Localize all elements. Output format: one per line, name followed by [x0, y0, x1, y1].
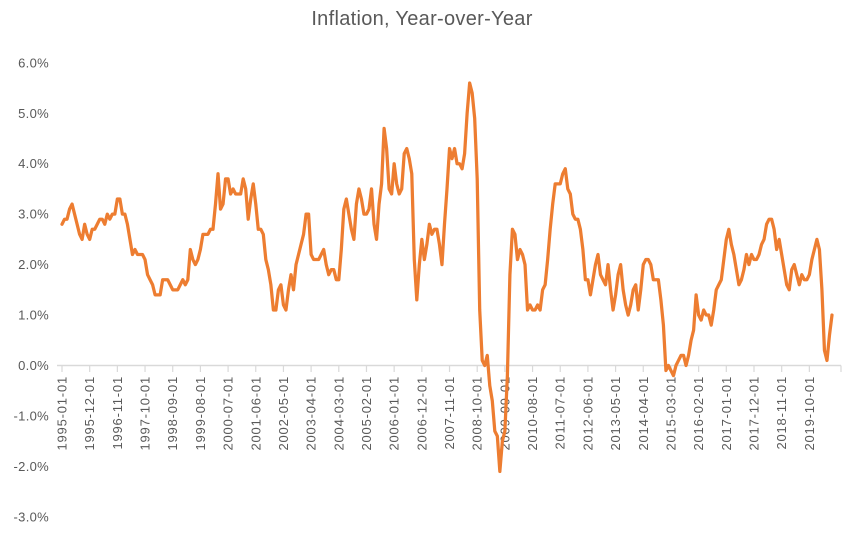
x-axis-tick-label: 1995-12-01: [82, 376, 97, 451]
inflation-line-series: [60, 81, 834, 474]
y-axis-tick-label: 2.0%: [18, 257, 49, 272]
chart-title: Inflation, Year-over-Year: [311, 8, 533, 30]
x-axis-tick-label: 2010-08-01: [525, 376, 540, 451]
x-axis-tick-label: 2001-06-01: [248, 376, 263, 451]
x-axis-tick-label: 1997-10-01: [138, 376, 153, 451]
x-axis-tick-label: 2006-12-01: [414, 376, 429, 451]
x-axis-tick-label: 2017-12-01: [746, 376, 761, 451]
y-axis-tick-label: -3.0%: [14, 509, 50, 524]
x-axis-tick-label: 2016-02-01: [691, 376, 706, 451]
x-axis-tick-label: 2011-07-01: [553, 376, 568, 450]
x-axis-tick-label: 2014-04-01: [636, 376, 651, 451]
y-axis-tick-label: 5.0%: [18, 106, 49, 121]
y-axis-labels: 6.0% 5.0% 4.0% 3.0% 2.0% 1.0% 0.0% -1.0% -2.0% -3…: [14, 55, 50, 524]
x-axis-tick-label: 2019-10-01: [802, 376, 817, 451]
x-axis-tick-label: 2004-03-01: [331, 376, 346, 451]
x-axis-tick-label: 1995-01-01: [55, 376, 70, 451]
x-axis-tick-label: 2002-05-01: [276, 376, 291, 451]
y-axis-tick-label: 0.0%: [18, 358, 49, 373]
x-axis-tick-label: 2003-04-01: [304, 376, 319, 451]
y-axis-tick-label: -1.0%: [14, 408, 50, 423]
x-axis-tick-label: 1999-08-01: [193, 376, 208, 451]
x-axis-tick-label: 1998-09-01: [165, 376, 180, 451]
x-axis-tick-label: 1996-11-01: [110, 376, 125, 450]
x-axis-tick-label: 2000-07-01: [221, 376, 236, 451]
x-axis-tick-label: 2017-01-01: [719, 376, 734, 451]
y-axis-tick-label: 3.0%: [18, 207, 49, 222]
x-axis-tick-label: 2013-05-01: [608, 376, 623, 451]
x-axis-tick-label: 2007-11-01: [442, 376, 457, 450]
x-axis-tick-label: 2005-02-01: [359, 376, 374, 451]
y-axis-tick-label: -2.0%: [14, 459, 50, 474]
x-axis-tick-label: 2006-01-01: [387, 376, 402, 451]
y-axis-tick-label: 6.0%: [18, 55, 49, 70]
x-axis-tick-label: 2008-10-01: [470, 376, 485, 451]
y-axis-tick-label: 4.0%: [18, 156, 49, 171]
x-axis-tick-label: 2012-06-01: [580, 376, 595, 451]
x-axis-ticks: [61, 365, 842, 372]
x-axis-labels: 1995-01-01 1995-12-01 1996-11-01 1997-10-01…: [55, 376, 817, 451]
x-axis-tick-label: 2015-03-01: [663, 376, 678, 451]
x-axis-tick-label: 2018-11-01: [774, 376, 789, 450]
y-axis-tick-label: 1.0%: [18, 308, 49, 323]
